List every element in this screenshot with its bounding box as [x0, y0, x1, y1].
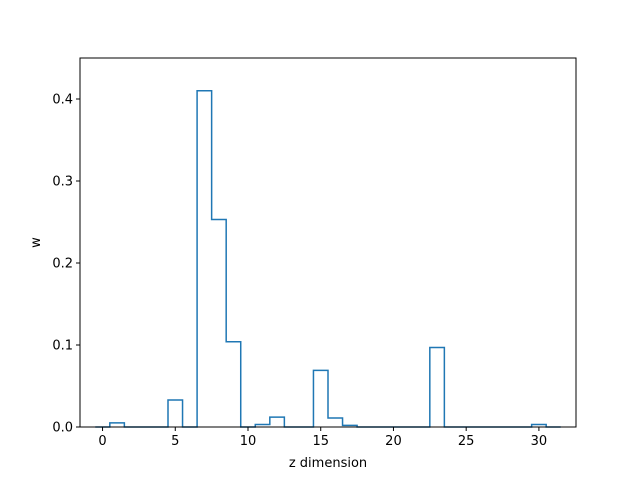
x-axis-ticks: 0 5 10 15 20 25 30: [98, 427, 547, 449]
x-axis-label: z dimension: [289, 456, 367, 471]
x-tick-label: 30: [531, 434, 548, 449]
x-tick-label: 20: [385, 434, 402, 449]
y-axis-label: w: [29, 237, 44, 248]
y-axis-ticks: 0.0 0.1 0.2 0.3 0.4: [52, 93, 80, 436]
x-tick-label: 10: [240, 434, 257, 449]
x-tick-label: 15: [312, 434, 329, 449]
y-tick-label: 0.0: [52, 421, 73, 436]
axes-frame: [79, 57, 577, 428]
y-tick-label: 0.3: [52, 175, 73, 190]
x-tick-label: 25: [458, 434, 475, 449]
y-tick-label: 0.2: [52, 257, 73, 272]
y-tick-label: 0.1: [52, 339, 73, 354]
x-tick-label: 5: [171, 434, 179, 449]
y-tick-label: 0.4: [52, 93, 73, 108]
x-tick-label: 0: [98, 434, 106, 449]
